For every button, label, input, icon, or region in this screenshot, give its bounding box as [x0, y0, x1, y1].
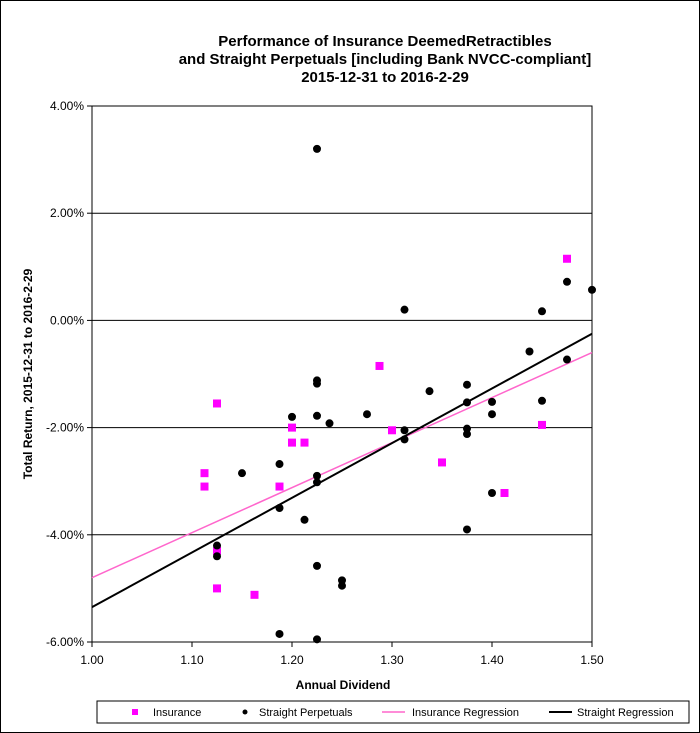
chart-title-line-3: 2015-12-31 to 2016-2-29 — [301, 69, 469, 86]
legend-straight-marker — [242, 709, 248, 715]
straight-perpetual-point — [288, 412, 296, 421]
regression-lines — [91, 332, 593, 609]
insurance-point — [300, 438, 309, 447]
straight-perpetual-point — [313, 635, 321, 644]
x-tick-label: 1.40 — [480, 653, 504, 667]
insurance-regression-line — [91, 351, 593, 579]
legend-insurance-marker — [132, 709, 138, 715]
straight-perpetual-point — [363, 410, 371, 419]
straight-perpetual-point — [338, 581, 346, 590]
straight-perpetual-point — [538, 396, 546, 405]
plot-area — [91, 105, 593, 643]
straight-perpetual-point — [488, 488, 496, 497]
y-tick-label: 0.00% — [50, 313, 84, 327]
straight-perpetual-point — [313, 561, 321, 570]
x-tick-label: 1.30 — [380, 653, 404, 667]
x-axis-label: Annual Dividend — [296, 678, 391, 692]
gridlines — [92, 212, 592, 536]
insurance-point — [500, 488, 509, 497]
straight-regression-line — [91, 332, 593, 609]
insurance-point — [213, 584, 221, 593]
chart-title-line-2: and Straight Perpetuals [including Bank … — [179, 51, 592, 68]
legend: Insurance Straight Perpetuals Insurance … — [96, 700, 690, 724]
straight-perpetual-point — [238, 469, 246, 478]
straight-perpetual-point — [313, 144, 321, 153]
x-tick-label: 1.50 — [580, 653, 604, 667]
straight-perpetual-point — [213, 552, 221, 561]
insurance-point — [250, 590, 259, 599]
y-axis-ticks: 4.00% 2.00% 0.00% -2.00% -4.00% -6.00% — [46, 99, 92, 649]
legend-insurance-label: Insurance — [153, 707, 201, 719]
straight-perpetual-point — [213, 541, 221, 550]
x-tick-label: 1.00 — [80, 653, 104, 667]
straight-perpetual-point — [400, 435, 409, 444]
insurance-point — [213, 546, 221, 555]
straight-perpetual-point — [563, 277, 571, 286]
insurance-point — [438, 458, 446, 467]
insurance-point — [288, 423, 296, 432]
straight-perpetual-point — [488, 397, 496, 406]
insurance-point — [213, 399, 221, 408]
x-tick-label: 1.10 — [180, 653, 204, 667]
legend-insurance-regression-label: Insurance Regression — [412, 707, 519, 719]
straight-perpetual-point — [463, 525, 471, 534]
chart-title-line-1: Performance of Insurance DeemedRetractib… — [218, 33, 551, 50]
straight-perpetual-point — [400, 426, 409, 435]
insurance-point — [388, 426, 396, 435]
y-axis-label: Total Return, 2015-12-31 to 2016-2-29 — [21, 268, 35, 479]
straight-perpetual-point — [300, 515, 309, 524]
y-tick-label: -2.00% — [46, 421, 84, 435]
straight-perpetual-point — [463, 398, 471, 407]
y-tick-label: -4.00% — [46, 528, 84, 542]
legend-straight-label: Straight Perpetuals — [259, 707, 353, 719]
straight-perpetual-point — [488, 410, 496, 419]
straight-perpetual-point — [275, 504, 284, 512]
straight-perpetual-point — [538, 307, 546, 316]
straight-perpetual-point — [425, 387, 434, 396]
x-axis-ticks: 1.00 1.10 1.20 1.30 1.40 1.50 — [80, 642, 604, 667]
straight-perpetual-point — [275, 629, 284, 638]
insurance-point — [563, 254, 571, 263]
straight-perpetual-point — [325, 419, 334, 428]
straight-perpetual-point — [400, 305, 409, 314]
straight-perpetual-point — [563, 355, 571, 364]
straight-perpetual-point — [313, 478, 321, 487]
straight-perpetual-point — [463, 380, 471, 389]
insurance-point — [288, 438, 296, 447]
straight-perpetual-point — [313, 379, 321, 388]
y-tick-label: 4.00% — [50, 99, 84, 113]
straight-perpetual-point — [588, 285, 596, 294]
y-tick-label: 2.00% — [50, 206, 84, 220]
insurance-point — [275, 482, 284, 491]
insurance-point — [538, 420, 546, 429]
insurance-point — [200, 482, 209, 491]
straight-perpetual-point — [463, 430, 471, 439]
data-points — [200, 144, 596, 644]
straight-perpetual-point — [525, 347, 534, 356]
straight-perpetual-point — [313, 411, 321, 420]
y-tick-label: -6.00% — [46, 635, 84, 649]
straight-perpetual-point — [275, 460, 284, 469]
insurance-point — [200, 469, 209, 478]
straight-perpetual-point — [313, 471, 321, 480]
x-tick-label: 1.20 — [280, 653, 304, 667]
legend-straight-regression-label: Straight Regression — [577, 707, 674, 719]
insurance-point — [375, 361, 384, 370]
